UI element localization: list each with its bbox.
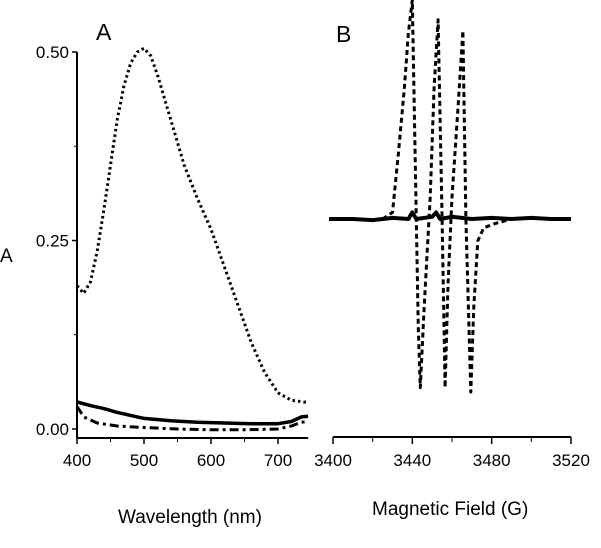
b-x-tick-label: 3440 — [393, 451, 431, 470]
a-x-tick-label: 600 — [197, 451, 225, 470]
a-x-tick-label: 500 — [130, 451, 158, 470]
b-series-dashed — [381, 0, 512, 394]
panel-a-label: A — [96, 19, 112, 45]
panel-a-ylabel: A — [0, 246, 13, 267]
b-series-solid — [329, 210, 571, 223]
a-series-solid — [76, 400, 309, 426]
a-y-tick-label: 0.50 — [36, 43, 69, 62]
a-y-tick-label: 0.00 — [36, 420, 69, 439]
panel-b-xlabel: Magnetic Field (G) — [372, 499, 528, 520]
panel-a-axes: 400 500 600 700 0.00 0.25 0.50 — [36, 43, 309, 470]
a-series-dash-dot — [75, 405, 309, 432]
panel-b-series — [329, 0, 571, 394]
a-series-dotted — [75, 46, 309, 405]
panel-a-series — [75, 46, 309, 432]
a-y-tick-label: 0.25 — [36, 232, 69, 251]
b-x-tick-label: 3480 — [473, 451, 511, 470]
panel-b-label: B — [336, 21, 351, 47]
panel-a: A A Wavelength (nm) 400 500 600 700 0.00 0.25… — [0, 19, 309, 528]
a-x-tick-label: 700 — [264, 451, 292, 470]
a-x-tick-label: 400 — [63, 451, 91, 470]
panel-a-xlabel: Wavelength (nm) — [118, 507, 262, 528]
panel-b: B Magnetic Field (G) 3400 3440 3480 3520 — [314, 0, 590, 520]
b-x-tick-label: 3400 — [314, 451, 352, 470]
panel-b-axes: 3400 3440 3480 3520 — [314, 436, 590, 470]
b-x-tick-label: 3520 — [552, 451, 590, 470]
